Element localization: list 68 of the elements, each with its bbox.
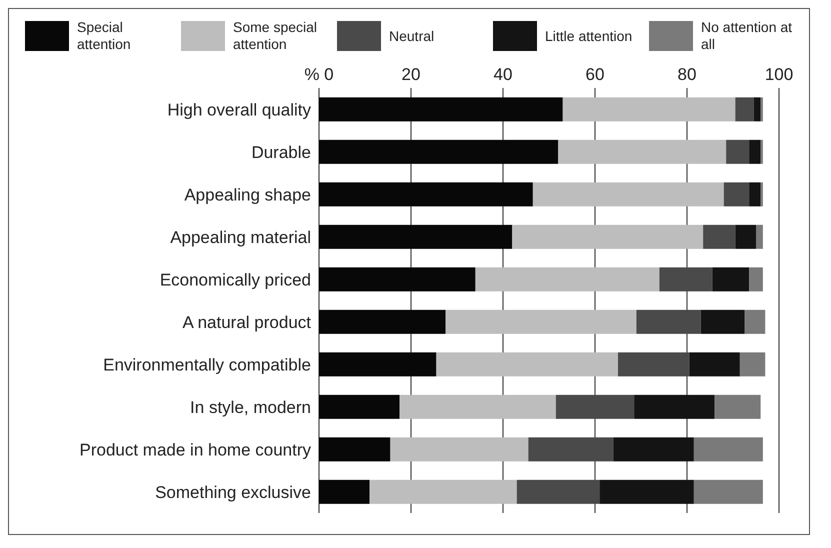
bar	[319, 97, 563, 122]
bar	[475, 267, 660, 292]
bar	[634, 394, 715, 419]
bar	[749, 267, 763, 292]
bar	[558, 140, 726, 164]
bar	[749, 140, 761, 164]
bar	[756, 224, 763, 249]
bar	[319, 140, 558, 164]
bar	[319, 224, 512, 249]
bar	[512, 224, 704, 249]
legend-label: Neutral	[389, 28, 436, 44]
bar	[636, 310, 701, 334]
bar	[618, 352, 690, 376]
bar	[749, 182, 761, 206]
y-tick-label: In style, modern	[190, 398, 311, 417]
bar	[735, 224, 756, 249]
y-tick-label: A natural product	[182, 312, 312, 332]
y-tick-label: Environmentally compatible	[103, 355, 311, 374]
bar	[516, 480, 600, 504]
bar	[319, 394, 400, 419]
x-tick-label: 20	[402, 65, 420, 84]
bar	[700, 310, 744, 334]
bar	[319, 310, 446, 334]
bar	[659, 267, 712, 292]
bar	[556, 394, 634, 419]
bar	[400, 394, 556, 419]
y-tick-label: Economically priced	[160, 270, 311, 290]
bar	[724, 182, 750, 206]
y-tick-label: Appealing material	[170, 228, 311, 247]
y-tick-label: Durable	[251, 142, 311, 162]
bar	[744, 310, 766, 334]
y-tick-label: Something exclusive	[155, 482, 311, 502]
bar	[319, 182, 533, 206]
bar	[754, 97, 761, 122]
x-tick-label: 80	[678, 65, 696, 84]
bar	[446, 310, 636, 334]
bar	[689, 352, 740, 376]
bar	[740, 352, 766, 376]
bar	[703, 224, 736, 249]
y-tick-label: High overall quality	[167, 100, 312, 120]
legend-label: Some special attention	[233, 19, 318, 53]
bar	[714, 394, 761, 419]
bar	[726, 140, 750, 164]
x-tick-label: 40	[494, 65, 512, 84]
bar	[436, 352, 618, 376]
x-tick-label: 60	[586, 65, 604, 84]
bar	[319, 267, 476, 292]
legend-label: Special attention	[77, 19, 132, 53]
bar	[528, 437, 614, 462]
x-tick-label: % 0	[304, 65, 334, 84]
bar	[390, 437, 528, 462]
bar	[735, 97, 754, 122]
bar	[712, 267, 750, 292]
x-tick-label: 100	[764, 65, 794, 84]
bar	[319, 437, 390, 462]
legend-label: Little attention	[545, 28, 634, 44]
bar	[613, 437, 694, 462]
legend-label: No attention at all	[701, 19, 793, 53]
bar	[694, 480, 763, 504]
bar	[319, 352, 436, 376]
bar	[600, 480, 694, 504]
bar	[562, 97, 736, 122]
bar	[319, 480, 370, 504]
y-tick-label: Product made in home country	[79, 440, 312, 460]
bar	[694, 437, 763, 462]
y-tick-label: Appealing shape	[184, 185, 311, 204]
bar	[370, 480, 517, 504]
bar	[532, 182, 724, 206]
